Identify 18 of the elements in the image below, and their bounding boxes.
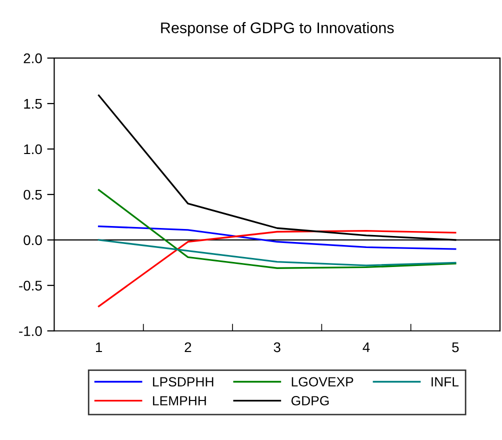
y-tick-label: 2.0 (24, 53, 42, 64)
x-tick-label: 1 (96, 342, 102, 352)
x-tick-label: 4 (362, 342, 370, 352)
x-tick-label: 5 (452, 342, 459, 352)
y-tick-label: 1.0 (24, 144, 42, 154)
legend-label: LEMPHH (153, 396, 206, 406)
legend-label: GDPG (291, 396, 329, 406)
y-tick-label: 1.5 (24, 99, 42, 109)
legend-label: LPSDPHH (153, 377, 214, 386)
x-tick-label: 3 (274, 342, 280, 352)
y-tick-label: 0.0 (24, 235, 42, 246)
chart-title: Response of GDPG to Innovations (161, 22, 394, 36)
y-tick-label: 0.5 (24, 190, 42, 200)
y-tick-label: -0.5 (19, 280, 42, 291)
x-tick-label: 2 (184, 342, 192, 352)
legend-label: LGOVEXP (292, 377, 354, 386)
y-tick-label: -1.0 (19, 326, 42, 336)
legend-label: INFL (432, 377, 459, 386)
